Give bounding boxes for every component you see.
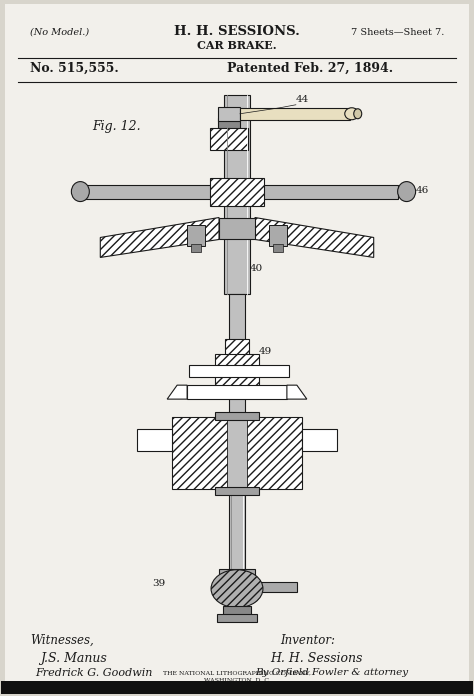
Text: Fig. 12.: Fig. 12. — [92, 120, 141, 133]
Bar — [187, 385, 287, 399]
Bar — [191, 244, 201, 253]
Polygon shape — [255, 218, 374, 258]
Ellipse shape — [72, 182, 89, 202]
Text: (No Model.): (No Model.) — [30, 28, 90, 37]
Bar — [223, 606, 251, 616]
Text: 49: 49 — [259, 347, 272, 356]
Bar — [245, 582, 297, 592]
Bar — [0, 681, 474, 695]
Bar — [217, 614, 257, 622]
Bar — [219, 569, 255, 579]
Text: Witnesses,: Witnesses, — [30, 633, 94, 647]
Bar — [269, 225, 287, 246]
Bar — [215, 412, 259, 420]
Bar — [224, 95, 250, 294]
Bar — [229, 493, 245, 573]
Ellipse shape — [398, 182, 416, 202]
Bar — [225, 339, 249, 357]
Bar — [240, 108, 350, 120]
Text: No. 515,555.: No. 515,555. — [30, 62, 119, 75]
Text: Fredrick G. Goodwin: Fredrick G. Goodwin — [36, 667, 153, 677]
Bar — [302, 429, 337, 451]
Bar — [250, 184, 398, 198]
Bar — [273, 244, 283, 253]
Text: 7 Sheets—Sheet 7.: 7 Sheets—Sheet 7. — [351, 28, 445, 37]
Bar — [81, 184, 228, 198]
Text: 39: 39 — [152, 579, 165, 588]
Bar — [172, 417, 302, 489]
Polygon shape — [287, 385, 307, 399]
Bar — [229, 394, 245, 419]
Ellipse shape — [211, 570, 263, 608]
Bar — [189, 365, 289, 377]
Bar — [210, 177, 264, 205]
Text: CAR BRAKE.: CAR BRAKE. — [197, 40, 277, 51]
Bar — [210, 128, 248, 150]
Text: 46: 46 — [416, 186, 429, 195]
Bar — [229, 294, 245, 345]
Text: Inventor:: Inventor: — [280, 633, 335, 647]
Text: 44: 44 — [296, 95, 309, 104]
Text: Atty: Atty — [340, 683, 363, 693]
Text: Patented Feb. 27, 1894.: Patented Feb. 27, 1894. — [227, 62, 393, 75]
Bar — [218, 118, 240, 129]
Text: By Orfield Fowler & attorney: By Orfield Fowler & attorney — [255, 667, 408, 677]
Bar — [227, 414, 247, 492]
Bar — [215, 487, 259, 495]
Bar — [215, 354, 259, 386]
Bar — [219, 218, 255, 239]
Ellipse shape — [345, 108, 359, 120]
Ellipse shape — [354, 109, 362, 119]
Polygon shape — [100, 218, 219, 258]
Text: H. H. SESSIONS.: H. H. SESSIONS. — [174, 25, 300, 38]
Text: THE NATIONAL LITHOGRAPHING COMPANY,
WASHINGTON, D. C.: THE NATIONAL LITHOGRAPHING COMPANY, WASH… — [163, 670, 311, 683]
Bar — [187, 225, 205, 246]
Polygon shape — [167, 385, 187, 399]
Text: J.S. Manus: J.S. Manus — [40, 651, 107, 665]
Bar — [137, 429, 172, 451]
Text: H. H. Sessions: H. H. Sessions — [270, 651, 362, 665]
Text: 40: 40 — [250, 264, 263, 274]
Bar — [218, 106, 240, 120]
